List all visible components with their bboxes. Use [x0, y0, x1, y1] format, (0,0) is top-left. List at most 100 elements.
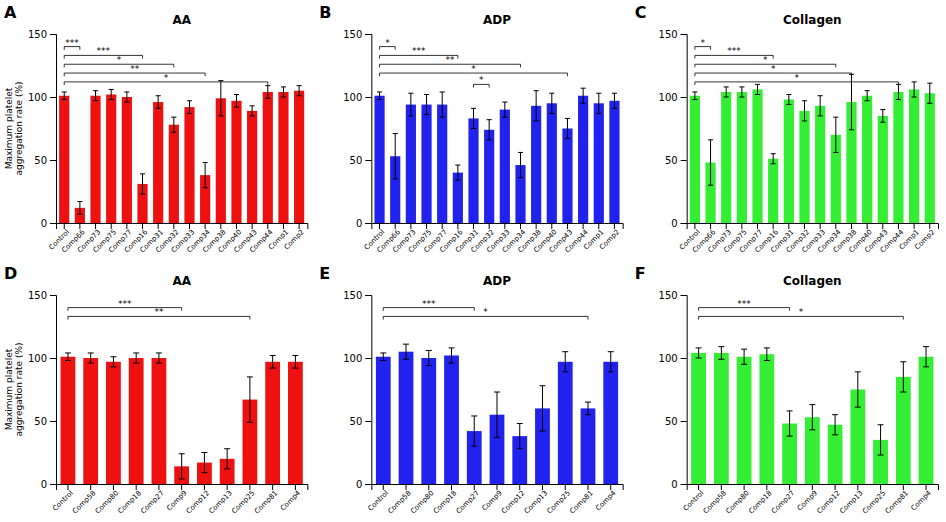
tick-label: Comp81 [884, 489, 910, 515]
tick-mark [50, 97, 56, 98]
bar [562, 129, 572, 224]
error-bar [380, 353, 386, 361]
x-tick: Comp2 [913, 223, 936, 251]
bar [594, 103, 604, 223]
bracket-line [694, 73, 695, 76]
bracket-line [379, 73, 380, 76]
error-bar [250, 106, 255, 116]
error-bar-stem [383, 353, 384, 361]
error-bar-cap [224, 448, 230, 449]
y-tick: 0 [41, 479, 56, 490]
tick-label: Comp80 [409, 489, 435, 515]
error-bar [201, 453, 207, 473]
error-bar-cap [62, 91, 67, 92]
error-bar [440, 92, 445, 117]
plot: 050100150ControlComp66Comp73Comp75Comp77… [343, 29, 623, 255]
error-bar-cap [171, 132, 176, 133]
error-bar [708, 140, 713, 185]
error-bar [281, 87, 286, 97]
error-bar-cap [88, 363, 94, 364]
plot: 050100150ControlComp58Comp80Comp18Comp27… [659, 290, 939, 516]
error-bar-cap [809, 429, 815, 430]
error-bar-stem [614, 93, 615, 108]
error-bar-stem [451, 348, 452, 363]
title: Collagen [783, 13, 842, 27]
x-tick: Comp27 [139, 484, 165, 515]
error-bar-cap [833, 152, 838, 153]
error-bar-stem [789, 411, 790, 436]
y-axis-label-line: aggregation rate (%) [14, 342, 24, 436]
error-bar-cap [802, 120, 807, 121]
y-axis-label-line: Maximum platelet [4, 87, 14, 169]
error-bar-stem [205, 163, 206, 188]
bracket-line [694, 82, 695, 85]
error-bar-stem [542, 386, 543, 431]
error-bar-cap [494, 392, 500, 393]
panel: 050100150ControlComp58Comp80Comp18Comp27… [4, 264, 308, 515]
x-tick: Comp4 [279, 484, 303, 512]
tick-label: Comp81 [253, 489, 279, 515]
y-tick: 100 [28, 353, 56, 364]
bar [106, 362, 121, 484]
y-axis: 050100150 [343, 290, 372, 490]
error-bar-cap [156, 352, 162, 353]
bar [752, 89, 762, 223]
error-bar [156, 96, 161, 109]
error-bar-stem [220, 81, 221, 116]
error-bar-cap [818, 95, 823, 96]
error-bar-cap [502, 102, 507, 103]
error-bar [696, 348, 702, 358]
error-bar [124, 92, 129, 102]
y-axis: 050100150 [28, 290, 57, 490]
significance-label: *** [412, 46, 426, 56]
error-bar-cap [109, 89, 114, 90]
error-bar-cap [426, 365, 432, 366]
error-bar [203, 163, 208, 188]
error-bar [562, 352, 568, 372]
error-bar-cap [771, 163, 776, 164]
tick-label: 150 [659, 290, 678, 301]
x-axis: ControlComp58Comp80Comp18Comp27Comp9Comp… [51, 484, 308, 515]
error-bar-cap [764, 347, 770, 348]
error-bar [549, 93, 554, 113]
error-bar-cap [718, 346, 724, 347]
y-tick: 100 [659, 92, 687, 103]
tick-label: Comp12 [185, 489, 211, 515]
error-bar [377, 92, 382, 100]
error-bar-cap [896, 99, 901, 100]
error-bar [156, 353, 162, 363]
error-bar-cap [179, 453, 185, 454]
error-bar-cap [247, 376, 253, 377]
error-bar-cap [741, 364, 747, 365]
bracket-line [567, 73, 568, 76]
error-bar [247, 377, 253, 422]
error-bar [179, 454, 185, 479]
error-bar [809, 405, 815, 430]
error-bar-cap [923, 366, 929, 367]
error-bar-cap [77, 214, 82, 215]
error-bar-cap [449, 347, 455, 348]
figure: 050100150ControlComp66Comp73Comp75Comp77… [0, 0, 946, 522]
y-tick: 50 [34, 155, 56, 166]
y-tick: 150 [343, 29, 371, 40]
error-bar-cap [865, 100, 870, 101]
tick-label: Comp80 [94, 489, 120, 515]
bar [468, 118, 478, 223]
bracket-line [489, 84, 490, 87]
error-bar-stem [812, 405, 813, 430]
tick-mark [681, 484, 687, 485]
error-bar-cap [403, 359, 409, 360]
x-tick: Comp27 [455, 484, 481, 515]
error-bar [565, 118, 570, 138]
axis-line [687, 224, 938, 230]
error-bar-stem [474, 416, 475, 446]
error-bar-cap [270, 355, 276, 356]
y-tick: 100 [343, 353, 371, 364]
bar [578, 96, 588, 223]
error-bar-cap [518, 152, 523, 153]
bracket-line [67, 316, 68, 319]
tick-label: 50 [350, 416, 363, 427]
error-bar-stem [204, 453, 205, 473]
tick-label: 0 [356, 218, 362, 229]
tick-mark [50, 34, 56, 35]
